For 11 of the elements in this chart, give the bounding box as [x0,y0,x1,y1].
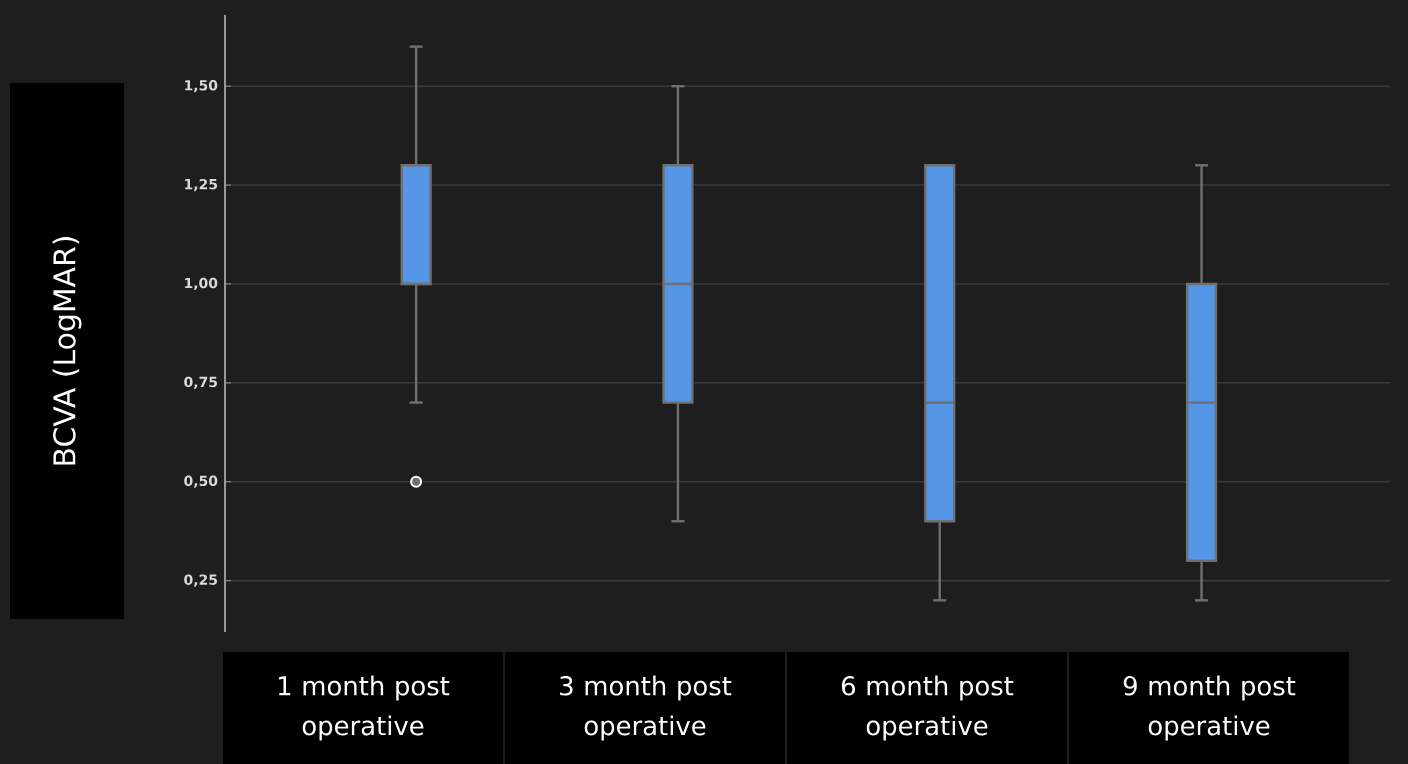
y-tick-label: 0,50 [184,475,218,488]
x-tick-label: 3 month post operative [560,675,732,741]
y-tick-label: 1,25 [185,178,217,192]
x-tick-label: 1 month post operative [278,675,450,741]
x-tick-label: 9 month post operative [1123,675,1296,741]
y-tick-label: 0,25 [184,574,217,587]
y-tick-label: 1,00 [185,277,218,291]
y-tick-label: 0,75 [184,376,217,389]
y-tick-label: 1,50 [185,80,218,93]
y-axis-title: BCVA (LogMAR) [52,237,82,465]
x-tick-label: 6 month post operative [841,675,1014,741]
